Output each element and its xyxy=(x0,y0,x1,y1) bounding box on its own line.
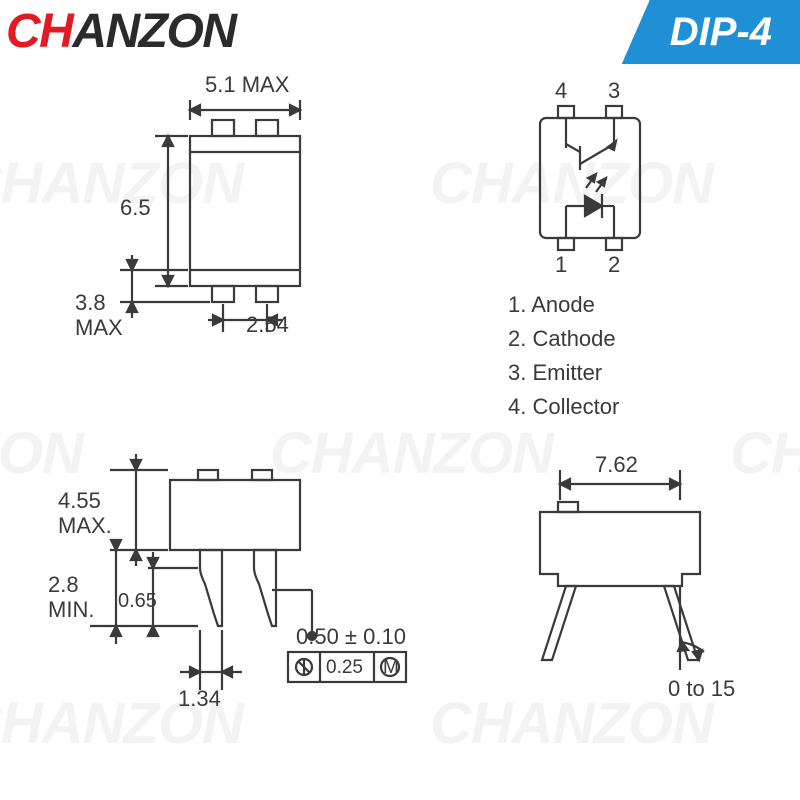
brand-logo: CHANZON xyxy=(6,4,235,59)
pin-list: 1. Anode2. Cathode3. Emitter4. Collector xyxy=(508,288,619,424)
dim-lead-pitch: 2.54 xyxy=(246,312,289,337)
pin-list-item: 2. Cathode xyxy=(508,322,619,356)
pin-list-item: 3. Emitter xyxy=(508,356,619,390)
pin-num-3: 3 xyxy=(608,78,620,103)
dim-gd-tol: 0.25 xyxy=(326,657,363,679)
pin-list-item: 1. Anode xyxy=(508,288,619,322)
dim-standoff: 2.8MIN. xyxy=(48,572,94,623)
dim-height: 6.5 xyxy=(120,195,151,220)
dim-bottom-gap: 3.8MAX xyxy=(75,290,123,341)
dim-body-height: 4.55MAX. xyxy=(58,488,112,539)
dim-lead-spacing: 1.34 xyxy=(178,686,221,711)
dim-lead-angle: 0 to 15 xyxy=(668,676,735,701)
pinout-schematic xyxy=(500,88,680,268)
dim-width: 5.1 MAX xyxy=(205,72,289,97)
gd-m-symbol: M xyxy=(383,657,399,679)
pin-num-4: 4 xyxy=(555,78,567,103)
side-view-drawing xyxy=(40,440,420,740)
package-badge: DIP-4 xyxy=(622,0,800,64)
pin-list-item: 4. Collector xyxy=(508,390,619,424)
dim-row-spacing: 7.62 xyxy=(595,452,638,477)
pin-num-1: 1 xyxy=(555,252,567,277)
dim-lead-thickness: 0.65 xyxy=(118,590,157,613)
package-badge-text: DIP-4 xyxy=(670,10,772,55)
pin-num-2: 2 xyxy=(608,252,620,277)
dim-lead-width: 0.50 ± 0.10 xyxy=(296,624,406,649)
